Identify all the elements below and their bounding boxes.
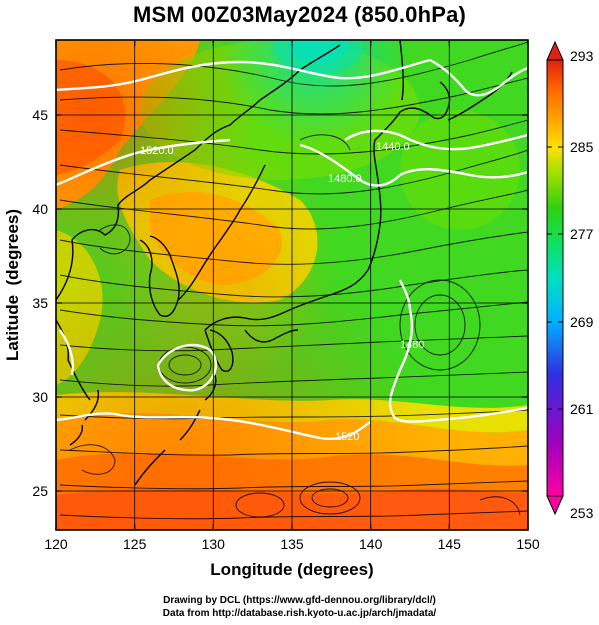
height-contours bbox=[56, 58, 528, 440]
colorbar-tick-label: 285 bbox=[570, 139, 594, 155]
contour-label-1440: 1440.0 bbox=[376, 141, 410, 153]
x-tick-label: 120 bbox=[44, 536, 68, 552]
colorbar-tick-label: 269 bbox=[570, 314, 594, 330]
x-tick-label: 135 bbox=[280, 536, 304, 552]
x-tick-label: 140 bbox=[359, 536, 383, 552]
colorbar-tick-label: 277 bbox=[570, 226, 594, 242]
y-axis: 25 30 35 40 45 Latitude (degrees) bbox=[3, 107, 528, 499]
contour-label-1480: 1480.0 bbox=[328, 173, 362, 185]
grid-lines bbox=[56, 40, 528, 530]
colorbar: 293 285 277 269 261 253 bbox=[546, 40, 594, 521]
contour-label-1480-east: 1480 bbox=[400, 339, 424, 351]
colorbar-max-arrow bbox=[546, 40, 564, 61]
colorbar-tick-label: 293 bbox=[570, 48, 594, 64]
y-tick-label: 40 bbox=[32, 201, 48, 217]
credit-line-drawing: Drawing by DCL (https://www.gfd-dennou.o… bbox=[163, 595, 436, 606]
credit-line-data: Data from http://database.rish.kyoto-u.a… bbox=[162, 608, 437, 619]
map-figure: 1520.0 1480.0 1440.0 1520 1480 bbox=[3, 39, 594, 579]
credit-text: Drawing by DCL (https://www.gfd-dennou.o… bbox=[0, 594, 599, 620]
x-tick-label: 130 bbox=[202, 536, 226, 552]
y-tick-label: 30 bbox=[32, 389, 48, 405]
contour-labels: 1520.0 1480.0 1440.0 1520 1480 bbox=[140, 141, 424, 443]
contour-label-1520: 1520.0 bbox=[140, 145, 174, 157]
x-axis-label: Longitude (degrees) bbox=[210, 560, 373, 579]
colorbar-tick-label: 253 bbox=[570, 505, 594, 521]
x-tick-label: 145 bbox=[438, 536, 462, 552]
wind-streamlines bbox=[59, 41, 528, 520]
y-tick-label: 35 bbox=[32, 295, 48, 311]
y-tick-label: 45 bbox=[32, 107, 48, 123]
x-tick-label: 150 bbox=[516, 536, 540, 552]
y-tick-label: 25 bbox=[32, 483, 48, 499]
x-axis: 120 125 130 135 140 145 150 Longitude (d… bbox=[44, 40, 540, 579]
x-tick-label: 125 bbox=[123, 536, 147, 552]
colorbar-gradient bbox=[546, 59, 564, 497]
colorbar-tick-label: 261 bbox=[570, 401, 594, 417]
chart-title: MSM 00Z03May2024 (850.0hPa) bbox=[132, 2, 467, 27]
contour-label-1520-south: 1520 bbox=[335, 431, 359, 443]
colorbar-min-arrow bbox=[546, 495, 564, 516]
y-axis-label: Latitude (degrees) bbox=[3, 209, 22, 361]
